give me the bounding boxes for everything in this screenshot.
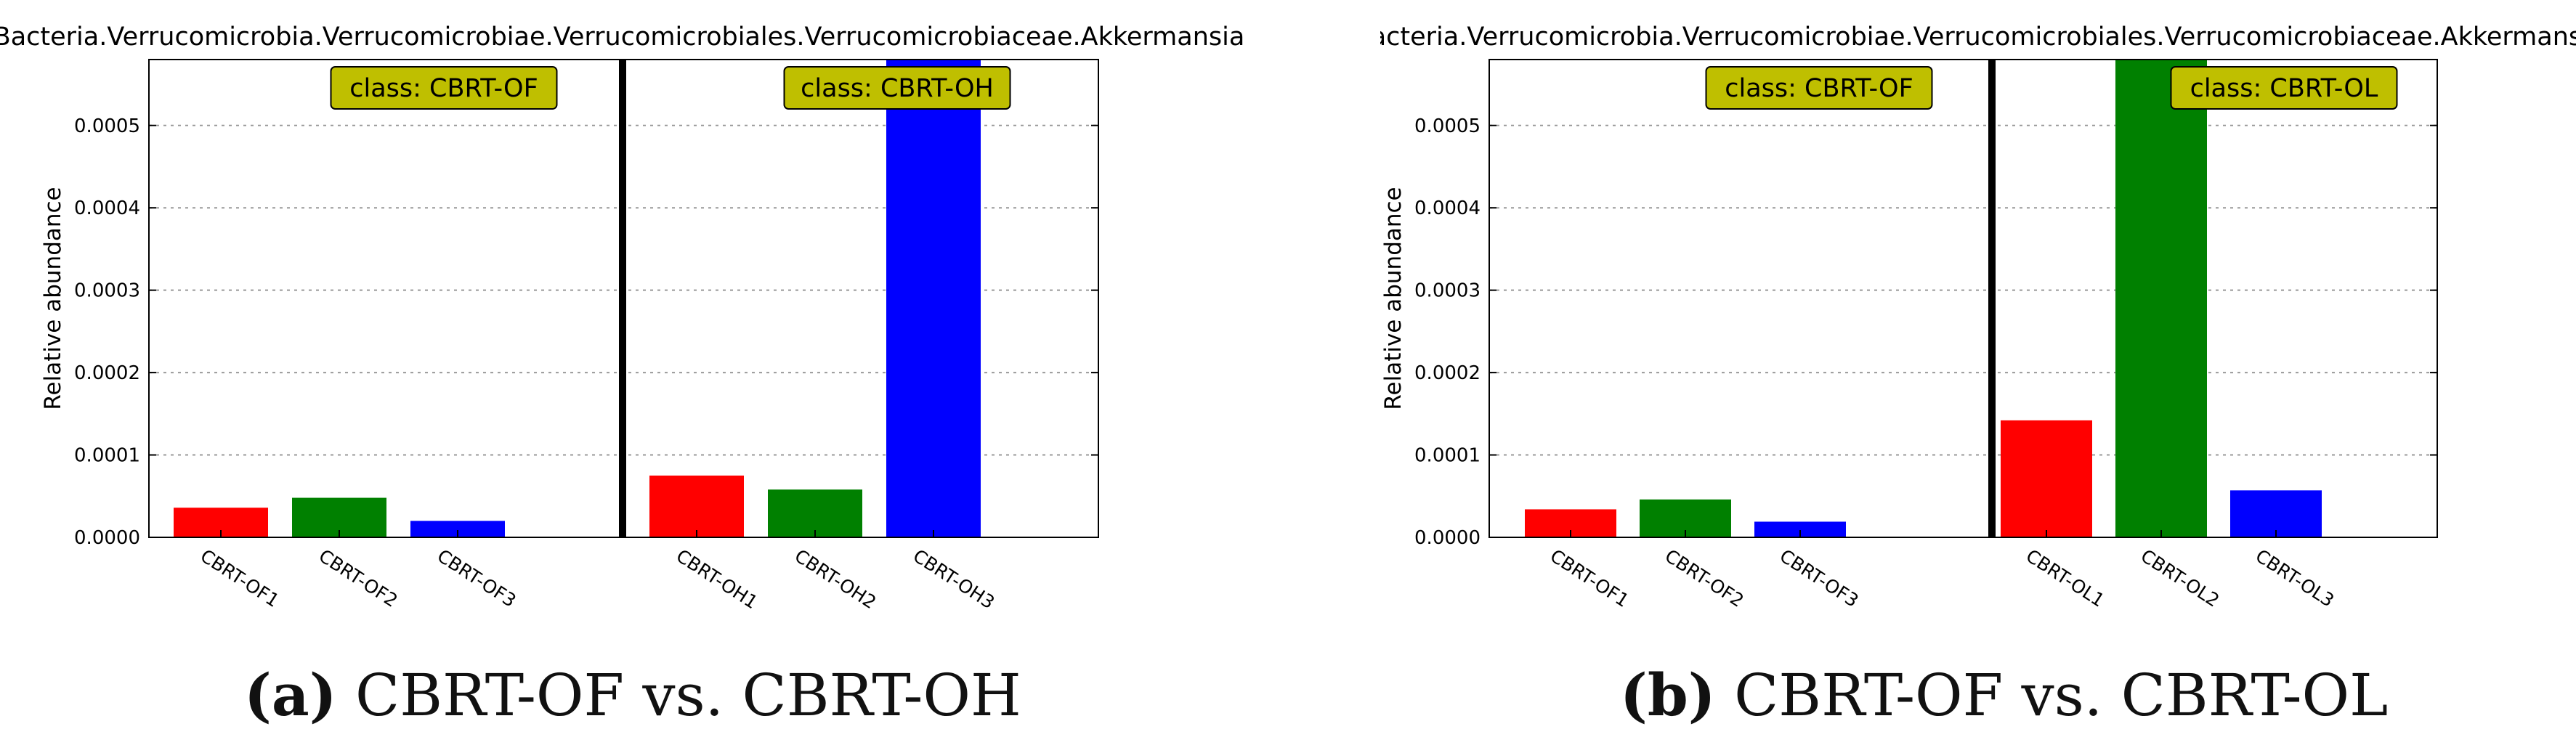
chart-a-bar-cbrt-oh1 [649,475,744,537]
figure-b: Bacteria.Verrucomicrobia.Verrucomicrobia… [1353,0,2576,753]
chart-a-class-box-0 [330,66,558,110]
chart-b-class-box-1 [2170,66,2398,110]
chart-b-x-tick-label: CBRT-OL1 [2022,545,2108,611]
chart-a-y-axis-label: Relative abundance [40,187,66,410]
chart-a-y-tick-label: 0.0003 [74,280,140,302]
chart-b-y-tick-label: 0.0004 [1414,198,1481,219]
chart-b-plot-frame [1489,59,2438,538]
chart-a-class-label-1: class: CBRT-OH [801,74,994,103]
chart-b: Bacteria.Verrucomicrobia.Verrucomicrobia… [1353,23,2576,611]
chart-b-x-tick-label: CBRT-OF1 [1547,545,1633,611]
chart-a-x-tick-label: CBRT-OF3 [434,545,520,611]
chart-b-class-label-0: class: CBRT-OF [1725,74,1913,103]
chart-b-bar-cbrt-ol1 [2001,420,2092,537]
chart-b-class-box-0 [1705,66,1933,110]
chart-b-x-tick-label: CBRT-OF3 [1776,545,1863,611]
chart-b-y-tick-label: 0.0005 [1414,115,1481,137]
chart-a-title: Bacteria.Verrucomicrobia.Verrucomicrobia… [0,23,1244,52]
chart-a-x-tick-label: CBRT-OH1 [673,545,762,614]
caption-b: (b) CBRT-OF vs. CBRT-OL [1620,661,2388,729]
chart-a-class-label-0: class: CBRT-OF [349,74,538,103]
chart-b-x-tick-label: CBRT-OF2 [1661,545,1748,611]
chart-b-y-axis-label: Relative abundance [1380,187,1406,410]
caption-a-text: CBRT-OF vs. CBRT-OH [336,662,1021,729]
chart-b-bar-cbrt-ol3 [2230,490,2322,537]
chart-b-bar-cbrt-of3 [1754,521,1846,537]
chart-b-bar-cbrt-ol2 [2115,60,2207,537]
chart-a-plot-frame [148,59,1099,538]
chart-b-y-tick-label: 0.0000 [1414,527,1481,549]
chart-b-y-tick-label: 0.0003 [1414,280,1481,302]
chart-a-bar-cbrt-oh2 [768,489,862,537]
figure-a: Bacteria.Verrucomicrobia.Verrucomicrobia… [0,23,1244,729]
caption-a: (a) CBRT-OF vs. CBRT-OH [244,661,1021,729]
chart-a-y-tick-label: 0.0001 [74,445,140,467]
chart-a-x-tick-label: CBRT-OF1 [197,545,283,611]
caption-b-text: CBRT-OF vs. CBRT-OL [1715,662,2389,729]
chart-b-class-label-1: class: CBRT-OL [2190,74,2378,103]
chart-b-x-tick-label: CBRT-OL2 [2137,545,2223,611]
chart-b-y-tick-label: 0.0002 [1414,362,1481,384]
chart-a-y-tick-label: 0.0000 [74,527,140,549]
chart-b-y-tick-label: 0.0001 [1414,445,1481,467]
caption-b-letter: (b) [1620,661,1716,729]
caption-a-letter: (a) [244,661,337,729]
chart-b-x-tick-label: CBRT-OL3 [2252,545,2338,611]
chart-a-x-tick-label: CBRT-OH2 [791,545,880,614]
chart-a-y-tick-label: 0.0002 [74,362,140,384]
chart-a-class-box-1 [783,66,1011,110]
chart-a-x-tick-label: CBRT-OH3 [910,545,999,614]
chart-a-bar-cbrt-of3 [410,521,505,537]
chart-b-title: Bacteria.Verrucomicrobia.Verrucomicrobia… [1380,23,2576,52]
chart-b-plot-area [1489,60,2437,537]
chart-a-y-tick-label: 0.0005 [74,115,140,137]
chart-a-bar-cbrt-oh3 [886,60,981,537]
chart-a-x-tick-label: CBRT-OF2 [315,545,402,611]
chart-a: Bacteria.Verrucomicrobia.Verrucomicrobia… [0,23,1244,614]
chart-a-y-tick-label: 0.0004 [74,198,140,219]
